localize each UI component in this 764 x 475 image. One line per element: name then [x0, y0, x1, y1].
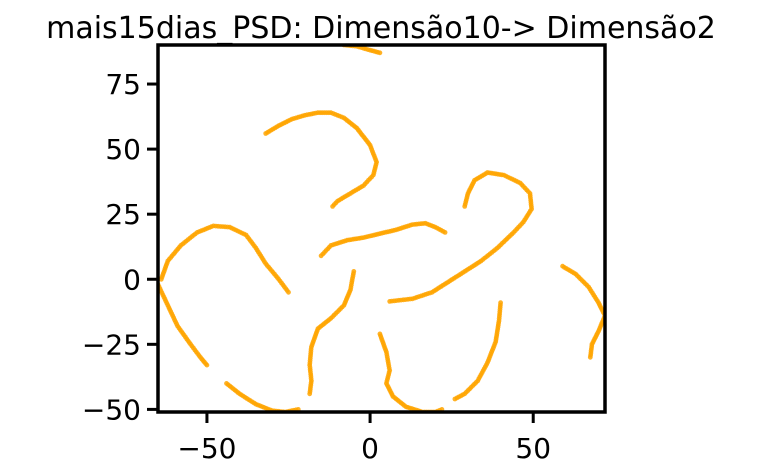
data-point — [377, 50, 383, 56]
chart-title: mais15dias_PSD: Dimensão10-> Dimensão2 — [46, 11, 716, 46]
data-point — [587, 354, 593, 360]
data-point — [286, 289, 291, 295]
y-tick-label: −25 — [82, 328, 141, 361]
plot-frame — [156, 43, 607, 414]
x-tick-label: −50 — [177, 432, 236, 465]
y-tick-label: 25 — [105, 198, 141, 231]
y-tick-label: 0 — [123, 263, 141, 296]
data-point — [307, 391, 313, 397]
y-tick-label: 50 — [105, 133, 141, 166]
axes: −50 0 50 −50 −25 0 25 50 75 — [82, 68, 551, 465]
data-point — [330, 204, 335, 209]
x-tick-label: 50 — [515, 432, 551, 465]
y-tick-label: −50 — [82, 393, 141, 426]
data-point — [442, 230, 448, 235]
x-tick-label: 0 — [361, 432, 379, 465]
data-point — [204, 362, 210, 368]
y-tick-label: 75 — [105, 68, 141, 101]
scatter-points — [158, 45, 605, 412]
data-point — [498, 300, 503, 306]
data-point — [387, 299, 393, 304]
